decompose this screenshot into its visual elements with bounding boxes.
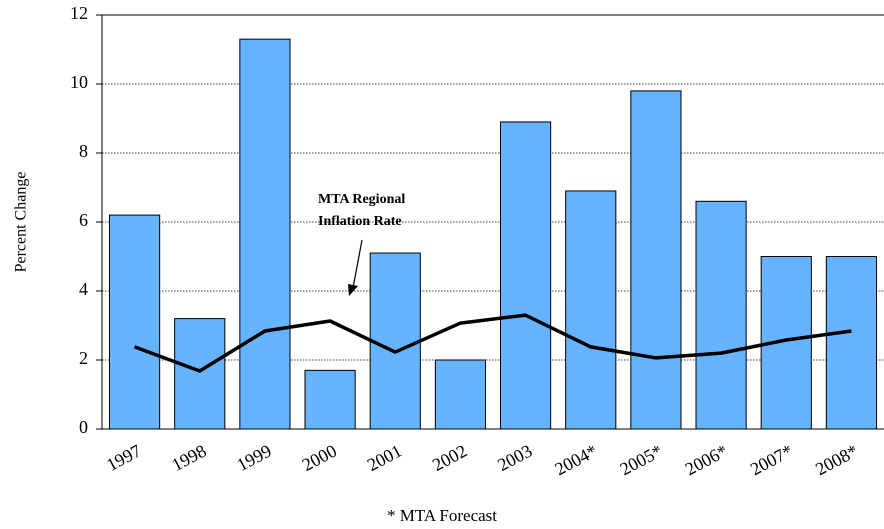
y-tick-label: 0 <box>79 417 88 437</box>
x-tick-label: 2003 <box>494 441 535 476</box>
arrow-head <box>348 284 358 296</box>
x-tick-label: 1999 <box>234 441 275 476</box>
x-tick-label: 2008* <box>812 441 861 480</box>
bar <box>760 256 812 430</box>
y-tick-label: 4 <box>79 279 88 299</box>
bar <box>695 200 747 430</box>
x-tick-label: 2005* <box>617 441 666 480</box>
y-tick-label: 10 <box>70 72 88 92</box>
y-tick-label: 8 <box>79 141 88 161</box>
x-tick-label: 1997 <box>103 441 144 476</box>
x-tick-label: 2007* <box>747 441 796 480</box>
bar <box>369 252 421 430</box>
x-tick-label: 2001 <box>364 441 405 476</box>
x-tick-label: 2000 <box>299 441 340 476</box>
line <box>133 313 852 373</box>
y-tick-label: 6 <box>79 210 88 230</box>
x-tick-label: 1998 <box>168 441 209 476</box>
y-tick-label: 2 <box>79 348 88 368</box>
bar <box>174 318 226 430</box>
bar <box>239 38 291 430</box>
annotation-arrow <box>352 239 363 289</box>
bar <box>499 121 552 430</box>
footnote: * MTA Forecast <box>387 506 497 525</box>
bar <box>565 190 617 430</box>
annotation: Inflation Rate <box>318 214 402 229</box>
bar <box>304 369 356 430</box>
y-tick-label: 12 <box>70 3 88 23</box>
x-tick-label: 2004* <box>551 441 600 480</box>
y-axis-label: Percent Change <box>13 172 30 273</box>
x-tick-label: 2006* <box>682 441 731 480</box>
annotation: MTA Regional <box>318 192 405 207</box>
x-tick-label: 2002 <box>429 441 470 476</box>
bar <box>825 256 878 430</box>
bar <box>434 359 487 430</box>
bar <box>108 214 161 430</box>
bar <box>630 90 682 430</box>
